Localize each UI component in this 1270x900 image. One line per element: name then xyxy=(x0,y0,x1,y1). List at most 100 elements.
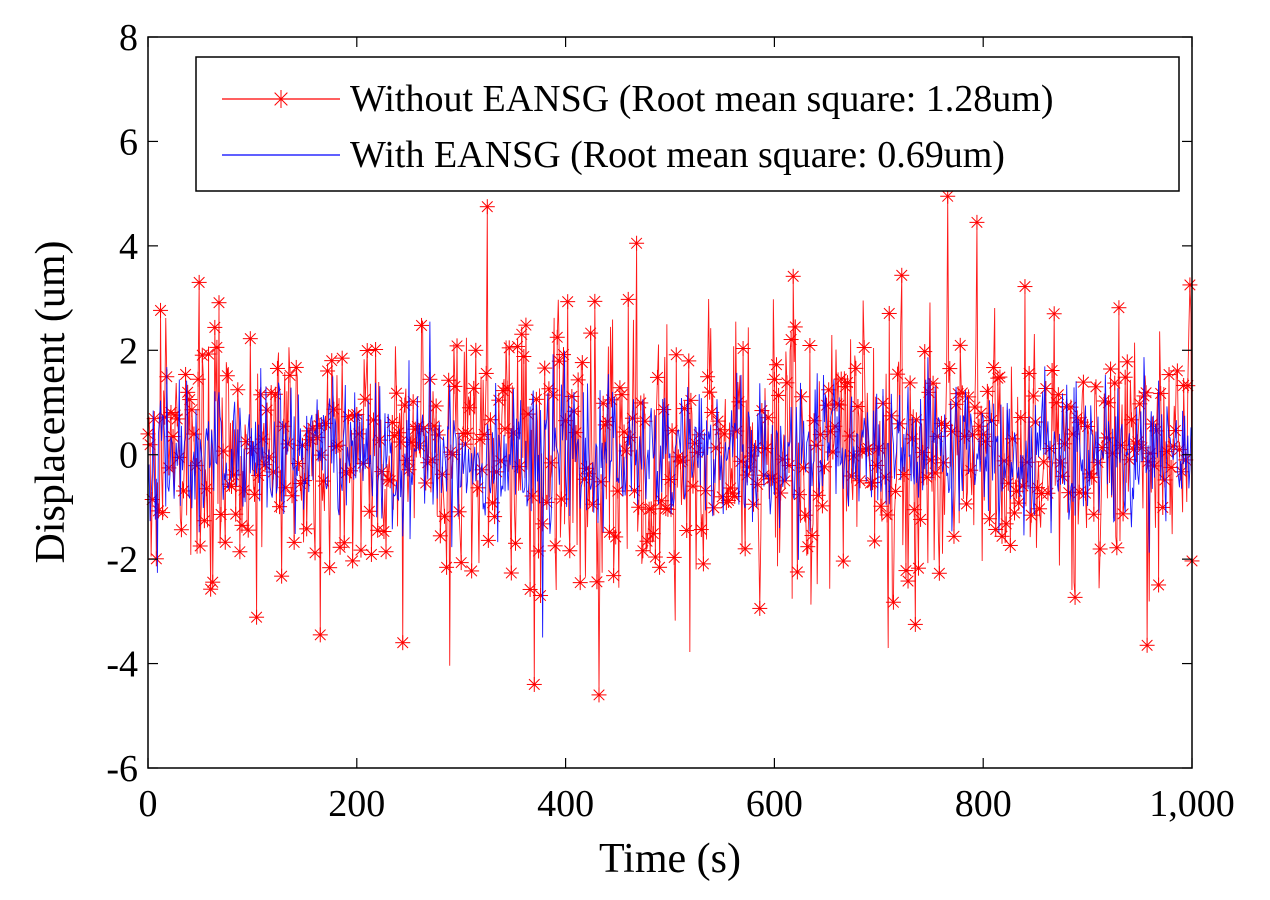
data-point xyxy=(516,349,532,365)
data-point xyxy=(1023,507,1039,523)
data-point xyxy=(249,609,265,625)
data-point xyxy=(1107,375,1123,391)
data-point xyxy=(359,343,375,359)
data-point xyxy=(274,568,290,584)
data-point xyxy=(259,402,275,418)
data-point xyxy=(361,503,377,519)
data-point xyxy=(1096,393,1112,409)
data-point xyxy=(299,521,315,537)
data-point xyxy=(700,369,716,385)
data-point xyxy=(418,475,434,491)
data-point xyxy=(192,538,208,554)
data-point xyxy=(1109,540,1125,556)
data-point xyxy=(802,337,818,353)
data-point xyxy=(931,565,947,581)
data-point xyxy=(1163,459,1179,475)
data-point xyxy=(779,375,795,391)
data-point xyxy=(307,545,323,561)
data-point xyxy=(1165,438,1181,454)
data-point xyxy=(992,369,1008,385)
data-point xyxy=(1080,418,1096,434)
data-point xyxy=(399,452,415,468)
data-point xyxy=(1119,354,1135,370)
data-point xyxy=(153,302,169,318)
data-point xyxy=(464,563,480,579)
y-tick-label: -4 xyxy=(106,644,138,686)
data-point xyxy=(614,387,630,403)
data-point xyxy=(685,478,701,494)
data-point xyxy=(631,499,647,515)
x-tick-label: 1,000 xyxy=(1149,783,1235,825)
data-point xyxy=(215,443,231,459)
x-tick-label: 600 xyxy=(746,783,803,825)
data-point xyxy=(1123,412,1139,428)
data-point xyxy=(848,360,864,376)
data-point xyxy=(1025,388,1041,404)
data-point xyxy=(401,462,417,478)
data-point xyxy=(278,480,294,496)
data-point xyxy=(190,371,206,387)
data-point xyxy=(436,508,452,524)
data-point xyxy=(230,382,246,398)
data-point xyxy=(1017,279,1033,295)
data-point xyxy=(284,488,300,504)
data-point xyxy=(514,326,530,342)
data-point xyxy=(466,380,482,396)
data-point xyxy=(683,392,699,408)
data-point xyxy=(246,486,262,502)
data-point xyxy=(382,473,398,489)
data-point xyxy=(783,332,799,348)
data-point xyxy=(645,526,661,542)
y-tick-label: 2 xyxy=(119,330,138,372)
legend-marker-asterisk-icon xyxy=(272,90,290,108)
series-1 xyxy=(147,321,1193,638)
data-point xyxy=(191,274,207,290)
data-point xyxy=(804,528,820,544)
data-point xyxy=(967,399,983,415)
data-point xyxy=(167,407,183,423)
data-point xyxy=(1038,381,1054,397)
y-tick-label: -6 xyxy=(106,748,138,790)
data-point xyxy=(856,340,872,356)
data-point xyxy=(620,291,636,307)
data-point xyxy=(453,555,469,571)
data-point xyxy=(681,353,697,369)
data-point xyxy=(1092,541,1108,557)
data-point xyxy=(796,460,812,476)
data-point xyxy=(917,344,933,360)
data-point xyxy=(533,588,549,604)
data-point xyxy=(1088,379,1104,395)
data-point xyxy=(643,501,659,517)
data-point xyxy=(1075,374,1091,390)
data-point xyxy=(462,400,478,416)
data-point xyxy=(649,369,665,385)
data-point xyxy=(1111,300,1127,316)
data-point xyxy=(760,410,776,426)
data-point xyxy=(173,522,189,538)
data-point xyxy=(395,635,411,651)
data-point xyxy=(501,340,517,356)
legend: Without EANSG (Root mean square: 1.28um)… xyxy=(195,56,1180,192)
data-point xyxy=(737,541,753,557)
data-point xyxy=(479,199,495,215)
data-point xyxy=(232,544,248,560)
data-point xyxy=(593,474,609,490)
data-point xyxy=(363,546,379,562)
data-point xyxy=(211,295,227,311)
data-point xyxy=(656,402,672,418)
data-point xyxy=(560,294,576,310)
x-axis-label: Time (s) xyxy=(599,836,741,882)
data-point xyxy=(186,426,202,442)
y-tick-label: -2 xyxy=(106,539,138,581)
data-point xyxy=(731,394,747,410)
data-point xyxy=(570,372,586,388)
data-point xyxy=(1138,385,1154,401)
data-point xyxy=(867,533,883,549)
data-point xyxy=(503,565,519,581)
data-point xyxy=(633,395,649,411)
data-point xyxy=(405,394,421,410)
plot-frame xyxy=(147,36,1193,769)
data-point xyxy=(439,559,455,575)
data-point xyxy=(510,338,526,354)
